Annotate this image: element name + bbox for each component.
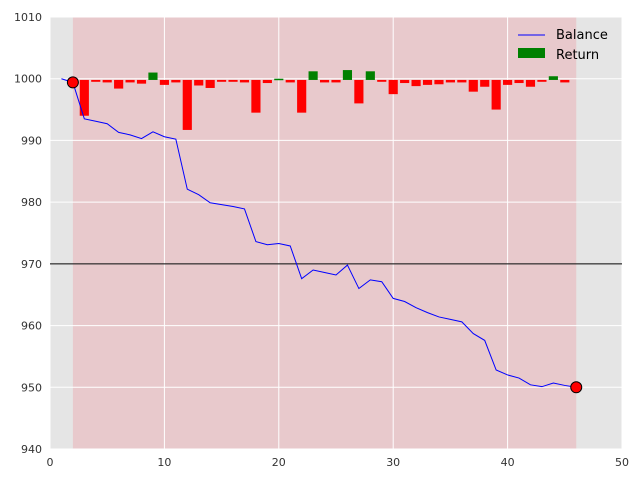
return-bar [331,79,341,83]
return-bar [388,79,398,95]
return-bar [411,79,421,87]
balance-line [61,78,577,388]
return-bar [262,79,272,84]
return-bar [457,79,467,83]
return-bar [445,79,455,83]
grid [49,16,623,450]
x-tick-label: 40 [501,456,515,469]
y-tick-labels: 940 950 960 970 980 990 1000 1010 [14,11,42,456]
x-tick-label: 50 [615,456,629,469]
y-tick-label: 970 [21,258,42,271]
return-bar [503,79,513,85]
return-bar [239,79,250,83]
balance-marker [570,381,583,394]
y-tick-label: 990 [21,134,42,147]
return-bar [274,78,284,81]
return-bar [548,76,558,80]
return-bar [400,79,410,84]
return-bars [79,70,570,130]
return-bar [194,79,204,86]
return-bar [468,79,478,92]
y-tick-label: 940 [21,443,42,456]
return-bar [422,79,433,85]
return-bar [171,79,181,83]
return-bar [491,79,501,110]
return-bar [319,79,330,83]
y-tick-label: 980 [21,196,42,209]
legend-bar-swatch [518,48,545,58]
y-tick-label: 950 [21,381,42,394]
return-bar [79,79,89,116]
x-tick-label: 20 [272,456,286,469]
return-bar [228,79,238,82]
x-tick-label: 10 [157,456,171,469]
return-bar [125,79,135,83]
legend-label-balance: Balance [556,28,608,43]
legend-label-return: Return [556,48,599,63]
return-bar [182,79,192,130]
return-bar [136,79,147,84]
return-bar [217,79,227,82]
return-bar [114,79,124,89]
return-bar [560,79,570,83]
return-bar [148,72,158,80]
x-tick-labels: 0 10 20 30 40 50 [47,456,630,469]
return-bar [354,79,364,104]
return-bar [434,79,444,85]
return-bar [91,79,101,82]
legend: Balance Return [518,28,608,63]
y-tick-label: 1010 [14,11,42,24]
x-tick-label: 30 [386,456,400,469]
return-bar [525,79,536,87]
return-bar [159,79,169,85]
return-bar [102,79,112,83]
return-bar [251,79,261,113]
x-tick-label: 0 [47,456,54,469]
return-bar [308,71,318,80]
return-bar [377,79,387,82]
return-bar [537,79,547,82]
markers [66,76,583,394]
y-tick-label: 960 [21,320,42,333]
return-bar [514,79,524,84]
return-bar [480,79,490,87]
return-bar [365,71,375,80]
return-bar [205,79,215,88]
return-bar [297,79,307,113]
return-bar [342,70,353,80]
balance-marker [66,76,79,89]
return-bar [285,79,295,83]
y-tick-label: 1000 [14,73,42,86]
